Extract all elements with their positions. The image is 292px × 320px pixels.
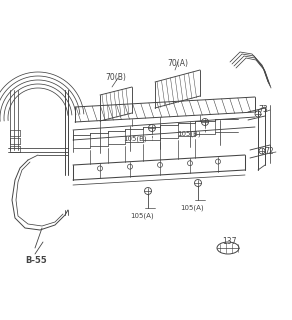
Text: 73: 73 — [258, 105, 268, 114]
Text: 105(A): 105(A) — [180, 204, 204, 211]
Text: 70(A): 70(A) — [167, 59, 188, 68]
Text: 105(A): 105(A) — [130, 212, 154, 219]
Text: B-55: B-55 — [25, 256, 47, 265]
Text: 137: 137 — [222, 237, 237, 246]
Text: 72: 72 — [264, 147, 274, 156]
Text: 105(B): 105(B) — [123, 135, 147, 141]
Text: 70(B): 70(B) — [105, 73, 126, 82]
Text: 105(B): 105(B) — [177, 130, 201, 137]
